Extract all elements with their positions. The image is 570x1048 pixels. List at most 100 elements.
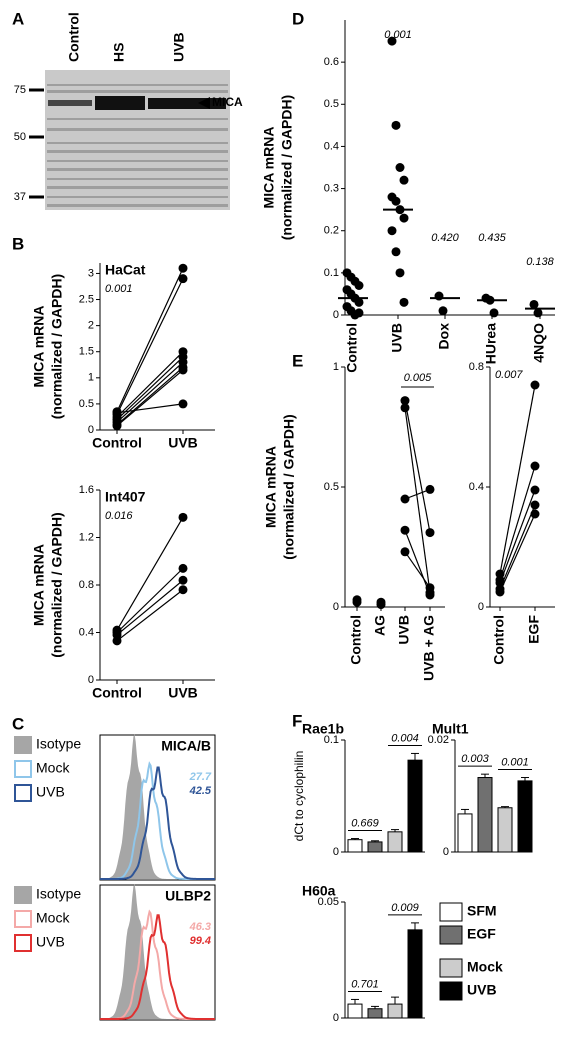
y-tick-label: 0.8 (79, 579, 94, 591)
legend-label: Isotype (36, 886, 81, 902)
point (354, 308, 364, 318)
y-tick-label: 2 (88, 320, 94, 332)
plot-frame (99, 884, 216, 1021)
pair-line (499, 513, 536, 593)
y-tick-label: 0.5 (79, 398, 94, 410)
point (434, 291, 444, 301)
point (399, 175, 409, 185)
lane-label: HS (111, 43, 127, 62)
pair-line (116, 589, 184, 642)
point (354, 297, 364, 307)
gel-band (47, 196, 228, 198)
p-value: 0.669 (351, 817, 379, 829)
y-tick-label: 0 (333, 309, 339, 321)
legend-swatch (14, 934, 32, 952)
point (391, 120, 401, 130)
gel-band (95, 96, 145, 110)
bar (387, 1003, 403, 1019)
y-axis-label: (normalized / GAPDH) (281, 414, 297, 559)
pair-line (499, 465, 536, 581)
x-tick-label: Control (491, 615, 507, 665)
legend-label: Mock (36, 760, 70, 776)
chart-title: Int407 (105, 489, 146, 505)
point (112, 421, 122, 431)
pair-line (404, 551, 431, 589)
panel-label: A (12, 9, 24, 28)
mfi-value: 46.3 (189, 921, 211, 933)
p-value: 0.005 (404, 372, 432, 384)
gel-band (47, 150, 228, 153)
panel-label: C (12, 714, 24, 733)
x-tick-label: UVB (168, 685, 198, 701)
point (425, 528, 435, 538)
x-tick-label: EGF (526, 615, 542, 644)
point (400, 396, 410, 406)
point (438, 306, 448, 316)
chart-title: Mult1 (432, 721, 469, 737)
bar (387, 831, 403, 853)
bar (497, 807, 513, 853)
gel-band (47, 142, 228, 144)
x-tick-label: Dox (436, 323, 452, 350)
bar (367, 1008, 383, 1019)
bar (517, 780, 533, 853)
y-tick-label: 0.6 (324, 56, 339, 68)
point (391, 196, 401, 206)
pair-line (116, 278, 184, 415)
pair-line (116, 567, 184, 633)
y-tick-label: 0 (88, 424, 94, 436)
mfi-value: 99.4 (190, 935, 211, 947)
panel-label: B (12, 234, 24, 253)
point (112, 408, 122, 418)
marker-label: 37 (14, 191, 26, 203)
pair-line (404, 400, 431, 533)
histogram (100, 883, 215, 1019)
panel-label: D (292, 9, 304, 28)
mfi-value: 27.7 (189, 771, 212, 783)
point (352, 597, 362, 607)
panel-label: E (292, 351, 303, 370)
band-label: MICA (212, 95, 243, 109)
point (425, 583, 435, 593)
legend-label: UVB (36, 784, 65, 800)
bar (347, 839, 363, 853)
marker-label: 75 (14, 84, 26, 96)
p-value: 0.138 (526, 256, 554, 268)
p-value: 0.007 (495, 369, 523, 381)
y-tick-label: 1.6 (79, 484, 94, 496)
x-tick-label: UVB (389, 323, 405, 353)
y-axis-label: MICA mRNA (261, 127, 277, 209)
point (400, 547, 410, 557)
p-value: 0.004 (391, 732, 419, 744)
y-tick-label: 0.4 (324, 140, 339, 152)
point (399, 213, 409, 223)
legend-swatch (439, 981, 463, 1001)
legend-label: UVB (36, 934, 65, 950)
legend-label: UVB (467, 982, 497, 998)
y-tick-label: 0.8 (469, 361, 484, 373)
y-tick-label: 0.02 (428, 734, 449, 746)
pair-line (404, 529, 431, 596)
p-value: 0.701 (351, 978, 379, 990)
chart-title: HaCat (105, 262, 146, 278)
point (533, 308, 543, 318)
point (391, 247, 401, 257)
x-tick-label: 4NQO (531, 323, 547, 363)
legend-swatch (14, 886, 32, 904)
pair-line (116, 356, 184, 420)
y-tick-label: 1 (333, 361, 339, 373)
pair-line (116, 517, 184, 631)
point (395, 163, 405, 172)
y-tick-label: 0.4 (79, 626, 94, 638)
legend-label: Isotype (36, 736, 81, 752)
p-value: 0.009 (391, 902, 419, 914)
gel-band (47, 160, 228, 162)
point (178, 585, 188, 595)
point (178, 365, 188, 375)
y-axis-label: MICA mRNA (31, 544, 47, 626)
bar (407, 759, 423, 853)
legend-label: SFM (467, 903, 497, 919)
lane-label: Control (66, 12, 82, 62)
point (495, 587, 505, 597)
plot-frame (99, 734, 216, 881)
